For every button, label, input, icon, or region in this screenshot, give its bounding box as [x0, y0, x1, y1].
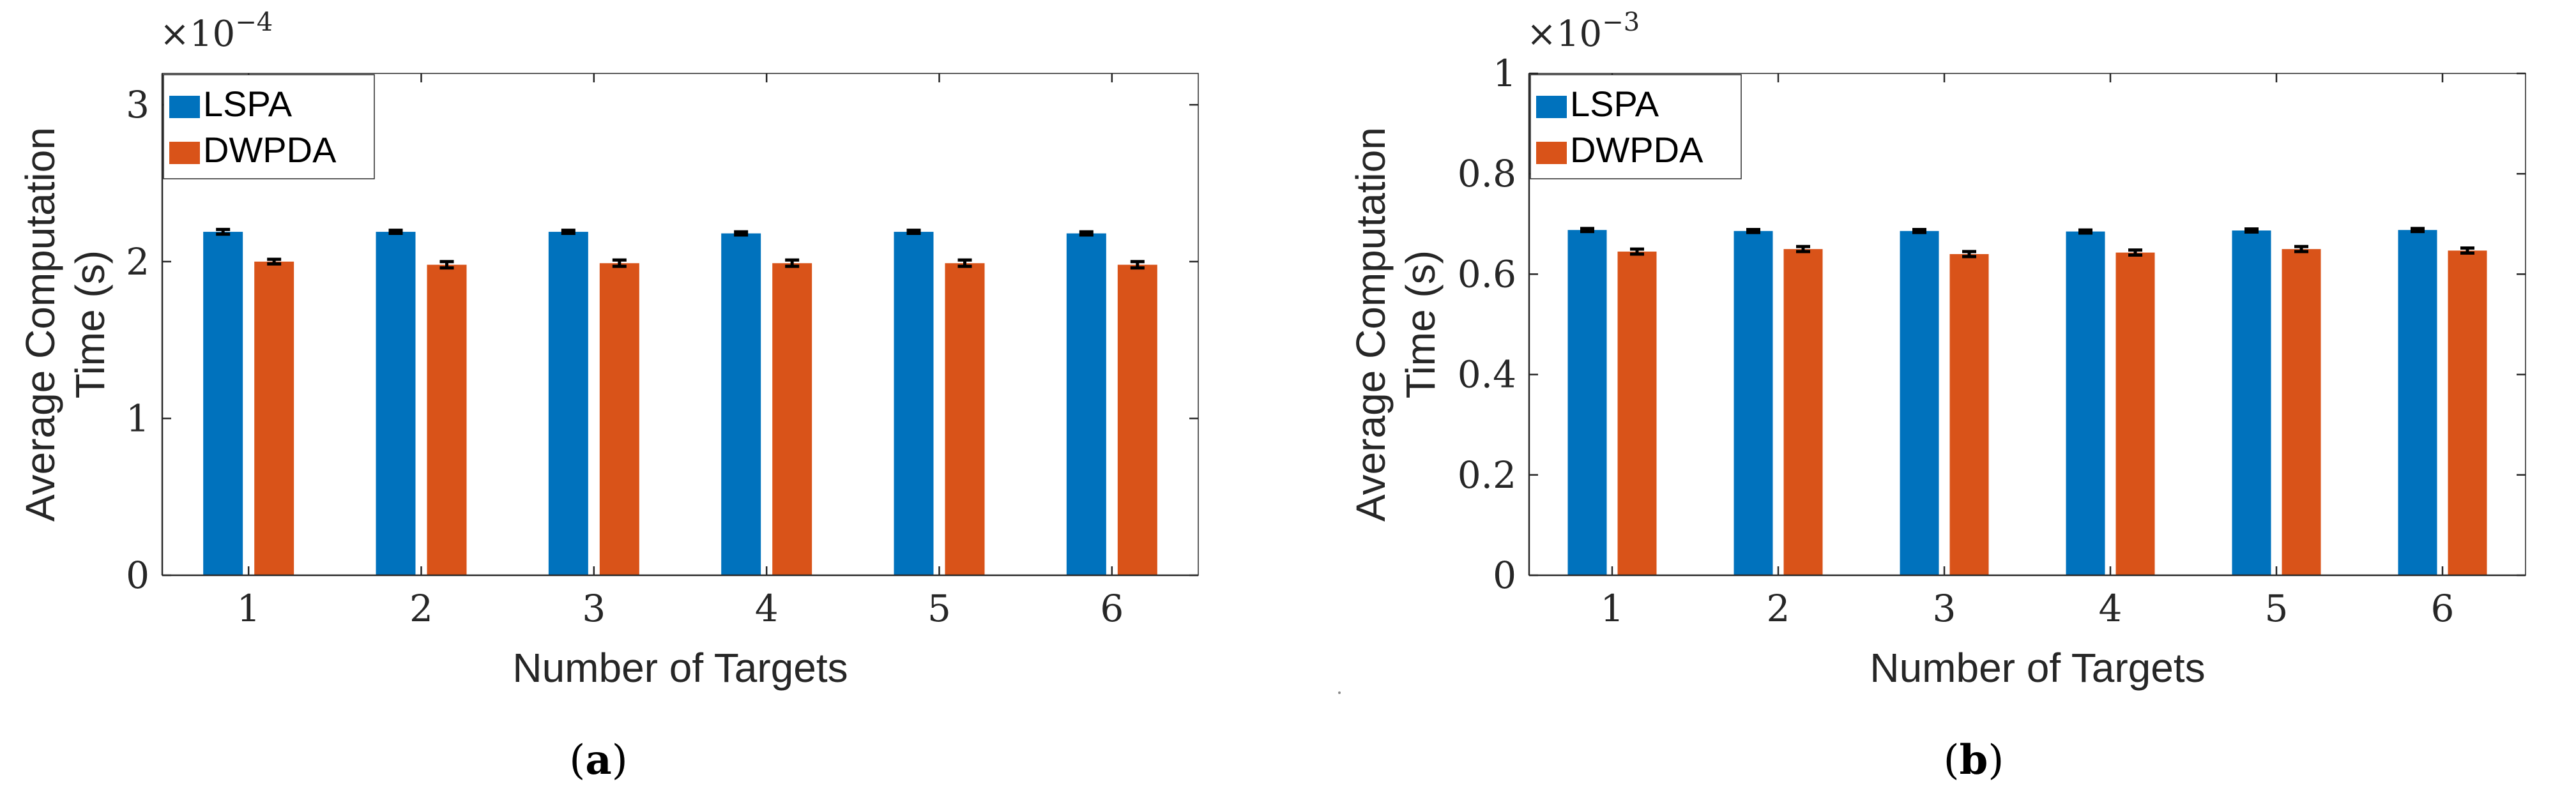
x-tick-label-2: 2	[1767, 587, 1790, 630]
y-ticks-group: 0 0.2 0.4 0.6 0.8 1	[1458, 52, 2526, 597]
x-tick-label-2: 2	[409, 587, 433, 630]
y-multiplier: ×10−4	[160, 8, 273, 55]
bar-dwpda-2	[1783, 249, 1823, 575]
bar-dwpda-6	[1117, 264, 1157, 575]
bar-lspa-2	[376, 232, 416, 575]
y-tick-label: 0	[1493, 554, 1516, 597]
legend-swatch-lspa	[1536, 96, 1567, 118]
bar-dwpda-5	[945, 263, 985, 575]
y-tick-label: 0.6	[1458, 252, 1516, 296]
bar-lspa-1	[1567, 230, 1607, 575]
bar-lspa-4	[2066, 231, 2105, 576]
y-tick-label: 0.4	[1458, 353, 1516, 396]
legend-label-dwpda: DWPDA	[203, 130, 337, 170]
bar-dwpda-1	[1617, 252, 1657, 575]
x-tick-label-1: 1	[237, 587, 261, 630]
y-tick-label: 3	[126, 83, 149, 126]
x-tick-label-3: 3	[582, 587, 606, 630]
bar-lspa-2	[1734, 230, 1773, 576]
bar-lspa-6	[1066, 233, 1106, 576]
x-tick-label-4: 4	[755, 587, 779, 630]
x-axis-label: Number of Targets	[512, 645, 848, 691]
x-tick-label-6: 6	[1100, 587, 1124, 630]
x-tick-label-5: 5	[2265, 587, 2289, 630]
bar-dwpda-2	[427, 264, 467, 575]
y-axis-label: Average Computation Time (s)	[17, 127, 113, 522]
bar-dwpda-4	[2115, 252, 2155, 575]
legend: LSPA DWPDA	[1530, 74, 1742, 179]
bar-dwpda-5	[2282, 249, 2321, 575]
bar-lspa-3	[548, 232, 588, 575]
x-tick-label-5: 5	[927, 587, 951, 630]
bar-lspa-5	[2232, 230, 2271, 575]
y-tick-label: 2	[126, 240, 149, 283]
bar-lspa-1	[203, 232, 243, 575]
bar-lspa-3	[1900, 230, 1939, 576]
y-tick-label: 0.2	[1458, 453, 1516, 497]
bar-dwpda-6	[2448, 250, 2487, 575]
bar-dwpda-3	[599, 263, 639, 575]
y-tick-label: 0.8	[1458, 152, 1516, 195]
x-ticks-group: 1 2 3 4 5 6	[1528, 73, 2526, 630]
bar-dwpda-4	[772, 263, 812, 575]
panel-caption-a: (a)	[569, 736, 627, 784]
bar-lspa-6	[2398, 230, 2437, 575]
bars-group	[1567, 227, 2487, 576]
y-tick-label: 0	[126, 554, 149, 597]
svg-text:Time (s): Time (s)	[67, 250, 113, 398]
legend-label-dwpda: DWPDA	[1570, 130, 1703, 170]
x-axis-label: Number of Targets	[1870, 645, 2205, 691]
svg-text:Average Computation: Average Computation	[17, 127, 63, 522]
svg-text:Average Computation: Average Computation	[1348, 127, 1394, 522]
panel-caption-b: (b)	[1944, 736, 2004, 784]
legend: LSPA DWPDA	[163, 74, 375, 179]
svg-text:Time (s): Time (s)	[1398, 250, 1444, 398]
x-ticks-group: 1 2 3 4 5 6	[161, 73, 1198, 630]
bar-dwpda-1	[254, 261, 294, 575]
x-tick-label-6: 6	[2431, 587, 2455, 630]
y-tick-label: 1	[126, 396, 149, 440]
chart-panel-a: 0 1 2 3 1 2 3 4 5 6 ×10−4 Average Computation Ti…	[17, 8, 1199, 784]
x-tick-label-1: 1	[1601, 587, 1624, 630]
bar-lspa-5	[894, 232, 934, 575]
bar-dwpda-3	[1949, 253, 1989, 575]
bars-group	[203, 227, 1157, 576]
legend-swatch-dwpda	[169, 142, 200, 164]
legend-swatch-lspa	[169, 96, 200, 118]
y-multiplier: ×10−3	[1527, 8, 1640, 55]
x-tick-label-4: 4	[2099, 587, 2123, 630]
legend-swatch-dwpda	[1536, 142, 1567, 164]
y-tick-label: 1	[1493, 52, 1516, 95]
stray-dot	[1338, 691, 1341, 694]
chart-panel-b: 0 0.2 0.4 0.6 0.8 1 1 2 3 4 5 6 ×10−3 Average Comp…	[1348, 8, 2526, 784]
bar-lspa-4	[721, 233, 761, 576]
legend-label-lspa: LSPA	[203, 84, 293, 124]
x-tick-label-3: 3	[1933, 587, 1956, 630]
legend-label-lspa: LSPA	[1570, 84, 1659, 124]
y-axis-label: Average Computation Time (s)	[1348, 127, 1444, 522]
